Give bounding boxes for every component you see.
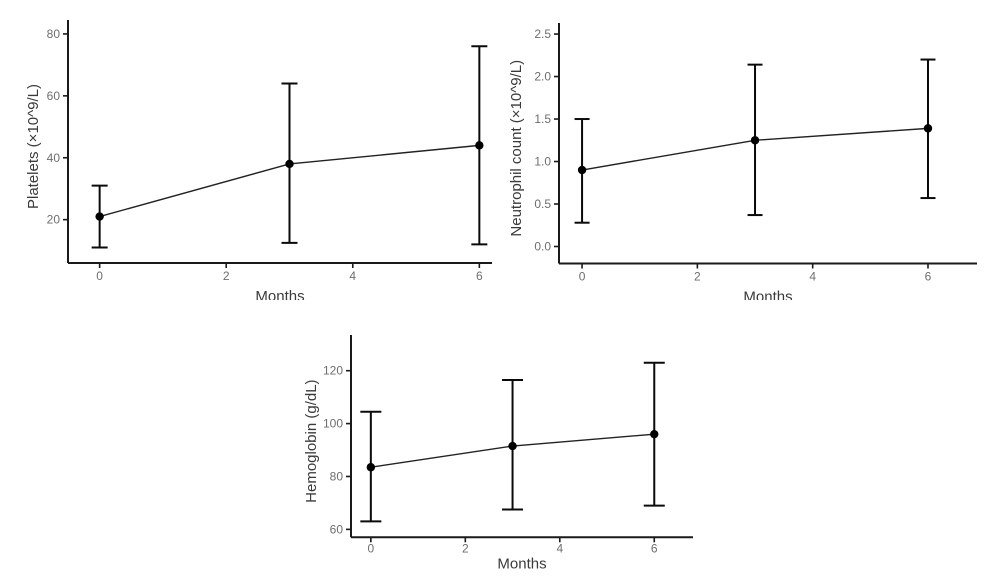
y-tick-label: 60 bbox=[330, 522, 344, 536]
y-tick-label: 100 bbox=[323, 417, 343, 431]
y-axis-title: Hemoglobin (g/dL) bbox=[303, 379, 320, 502]
y-tick-label: 60 bbox=[47, 89, 61, 103]
y-tick-label: 2.5 bbox=[534, 27, 551, 41]
data-point bbox=[285, 159, 294, 169]
y-axis-title: Platelets (×10^9/L) bbox=[25, 84, 42, 209]
y-tick-label: 80 bbox=[47, 27, 61, 41]
y-tick-label: 20 bbox=[47, 213, 61, 227]
x-tick-label: 2 bbox=[462, 541, 469, 555]
data-point bbox=[750, 136, 760, 145]
x-tick-label: 6 bbox=[651, 541, 658, 555]
chart-hemoglobin: 60 80 100 120 0 2 4 6 Months Hemoglobin (g/dL) bbox=[303, 335, 693, 572]
data-point bbox=[508, 441, 517, 451]
x-tick-label: 0 bbox=[96, 269, 103, 283]
x-tick-label: 6 bbox=[925, 270, 932, 284]
y-tick-label: 2.0 bbox=[534, 70, 551, 84]
y-tick-label: 0.0 bbox=[534, 240, 551, 254]
y-tick-label: 1.0 bbox=[534, 155, 551, 169]
x-tick-label: 6 bbox=[476, 269, 483, 283]
y-tick-label: 80 bbox=[330, 469, 344, 483]
x-tick-label: 0 bbox=[579, 270, 586, 284]
y-tick-label: 0.5 bbox=[534, 197, 551, 211]
y-tick-label: 40 bbox=[47, 151, 61, 165]
data-point bbox=[95, 212, 104, 221]
x-tick-label: 4 bbox=[556, 541, 563, 555]
data-point bbox=[366, 463, 376, 472]
x-axis-title: Months bbox=[255, 288, 304, 300]
y-axis-title: Neutrophil count (×10^9/L) bbox=[508, 60, 525, 237]
data-point bbox=[923, 124, 933, 133]
x-axis-title: Months bbox=[497, 555, 546, 572]
x-tick-label: 2 bbox=[223, 269, 230, 283]
y-tick-label: 120 bbox=[323, 364, 343, 378]
x-tick-label: 4 bbox=[809, 270, 816, 284]
data-point bbox=[650, 429, 659, 439]
y-tick-label: 1.5 bbox=[534, 112, 551, 126]
chart-neutrophil-count: 0.0 0.5 1.0 1.5 2.0 2.5 0 2 4 6 Months Neutrophil c… bbox=[508, 23, 977, 301]
x-tick-label: 2 bbox=[694, 270, 701, 284]
x-tick-label: 0 bbox=[367, 541, 374, 555]
data-point bbox=[577, 165, 587, 175]
x-tick-label: 4 bbox=[349, 269, 356, 283]
x-axis-title: Months bbox=[743, 289, 792, 301]
chart-platelets: 20 40 60 80 0 2 4 6 Months Platelets (×10^9/L) bbox=[25, 20, 492, 300]
data-point bbox=[475, 141, 484, 150]
